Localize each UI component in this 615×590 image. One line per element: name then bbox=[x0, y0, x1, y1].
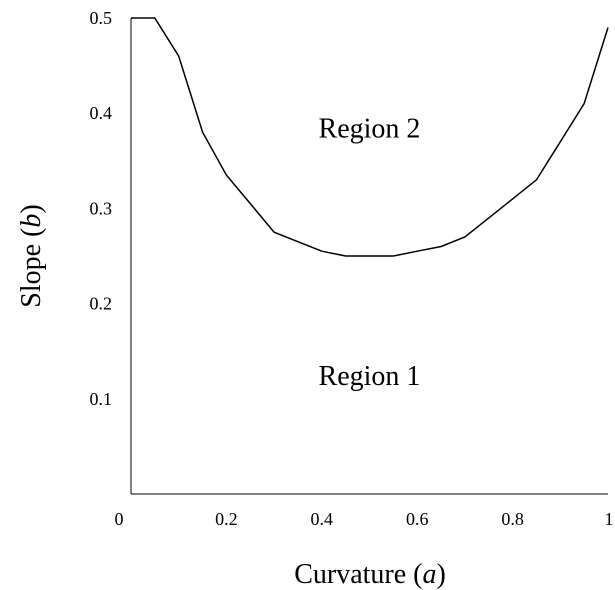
y-axis-title: Slope (b) bbox=[16, 204, 47, 307]
x-tick-label: 0.8 bbox=[501, 509, 524, 529]
y-tick-label: 0.2 bbox=[90, 294, 113, 314]
axes bbox=[130, 18, 608, 495]
x-tick-label: 1 bbox=[605, 509, 614, 529]
y-tick-label: 0.3 bbox=[90, 198, 113, 218]
x-tick-label: 0 bbox=[115, 509, 124, 529]
region-label: Region 2 bbox=[319, 113, 421, 144]
boundary-curve bbox=[131, 17, 609, 257]
series-lines bbox=[131, 17, 609, 257]
x-tick-labels: 0 0.2 0.4 0.6 0.8 1 bbox=[115, 509, 614, 529]
y-tick-label: 0.1 bbox=[90, 389, 113, 409]
x-tick-label: 0.6 bbox=[406, 509, 429, 529]
x-axis-title: Curvature (a) bbox=[294, 559, 446, 590]
region-label: Region 1 bbox=[319, 361, 421, 392]
y-tick-label: 0.4 bbox=[90, 103, 113, 123]
y-tick-label: 0.5 bbox=[90, 8, 113, 28]
x-tick-label: 0.2 bbox=[215, 509, 238, 529]
annotations: Region 2 Region 1 bbox=[319, 113, 421, 392]
y-tick-labels: 0.1 0.2 0.3 0.4 0.5 bbox=[90, 8, 113, 409]
x-tick-label: 0.4 bbox=[311, 509, 334, 529]
